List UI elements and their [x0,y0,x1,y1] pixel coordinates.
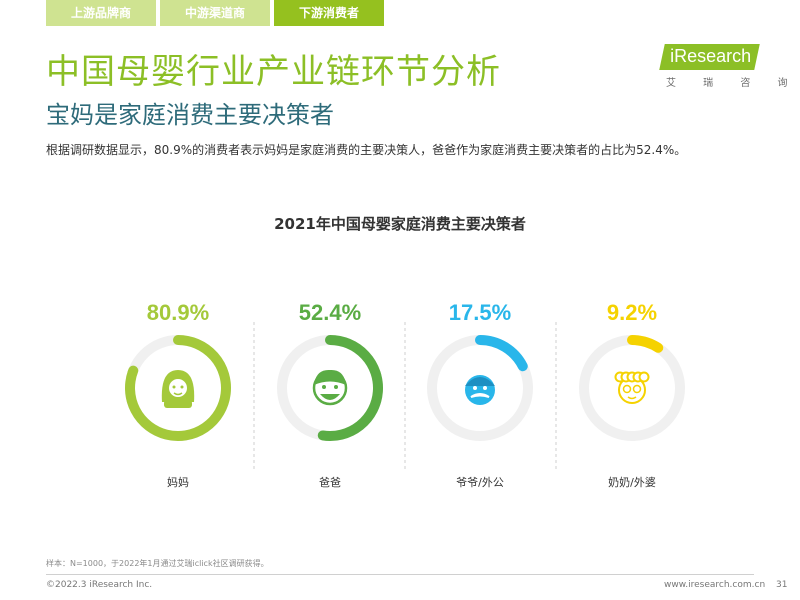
grandfather-icon [465,375,495,405]
sample-note: 样本：N=1000，于2022年1月通过艾瑞iclick社区调研获得。 [46,559,269,568]
mother-icon [161,370,195,408]
category-label: 奶奶/外婆 [608,475,656,489]
percent-label: 9.2% [607,300,657,325]
donut-arc [627,335,664,353]
grandmother-icon [614,371,650,404]
copyright-text: ©2022.3 iResearch Inc. [46,580,153,590]
donut-group-1: 80.9% 妈妈 [125,300,231,489]
logo-subtext: 艾 瑞 咨 询 [666,78,800,89]
category-label: 爷爷/外公 [456,475,504,489]
father-icon [312,369,348,406]
tab-downstream[interactable]: 下游消费者 [274,0,384,26]
tab-midstream[interactable]: 中游渠道商 [160,0,270,26]
iresearch-logo: iResearch 艾 瑞 咨 询 [659,44,800,89]
percent-label: 17.5% [449,300,511,325]
percent-label: 52.4% [299,300,361,325]
chart-title: 2021年中国母婴家庭消费主要决策者 [274,215,526,233]
footer-divider [46,574,754,575]
donut-arc [475,335,528,372]
donut-group-3: 17.5% 爷爷/外公 [427,300,533,489]
tab-upstream[interactable]: 上游品牌商 [46,0,156,26]
page-title: 中国母婴行业产业链环节分析 [46,52,501,92]
website-link[interactable]: www.iresearch.com.cn [664,580,766,590]
donut-group-4: 9.2% 奶奶/外婆 [579,300,685,489]
logo-wordmark: iResearch [659,44,760,70]
donut-arc [317,335,383,441]
page-subtitle: 宝妈是家庭消费主要决策者 [46,101,334,129]
donut-arc [125,335,231,441]
donut-group-2: 52.4% 爸爸 [277,300,383,489]
section-tabs: 上游品牌商 中游渠道商 下游消费者 [46,0,384,26]
page-description: 根据调研数据显示，80.9%的消费者表示妈妈是家庭消费的主要决策人，爸爸作为家庭… [46,143,687,157]
page-number: 31 [776,580,788,590]
category-label: 爸爸 [319,476,341,489]
donut-chart: 80.9% 妈妈 52.4% 爸爸 17.5% 爷爷/外公 9.2% 奶奶/外婆 [125,300,685,489]
percent-label: 80.9% [147,300,209,325]
category-label: 妈妈 [167,475,189,489]
